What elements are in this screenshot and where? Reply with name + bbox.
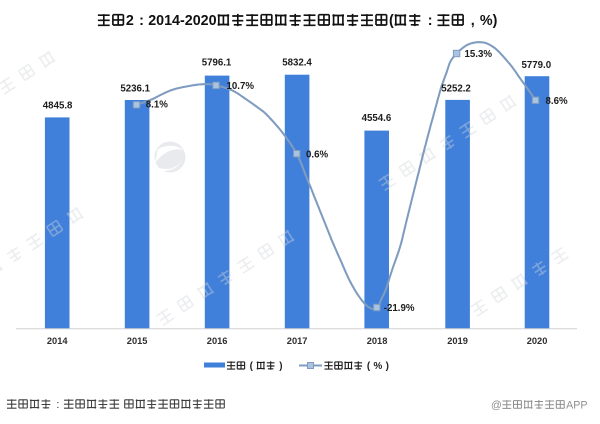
svg-text::: : [139,13,144,29]
svg-text:2014-2020: 2014-2020 [148,13,216,29]
svg-text:%: % [374,361,383,372]
svg-text:APP: APP [566,399,587,411]
svg-text:5832.4: 5832.4 [282,58,312,69]
svg-text:4554.6: 4554.6 [362,113,392,124]
svg-text:2017: 2017 [287,336,308,346]
svg-text:2: 2 [126,13,134,29]
svg-text:(: ( [389,13,394,29]
svg-text:2020: 2020 [527,336,548,346]
svg-text:5236.1: 5236.1 [120,83,150,94]
svg-text:0.6%: 0.6% [306,149,328,160]
svg-text:-21.9%: -21.9% [384,303,415,314]
svg-text:,: , [471,13,475,29]
svg-text:): ) [386,361,389,372]
svg-text:2018: 2018 [367,336,388,346]
svg-text::: : [56,399,59,411]
svg-text:2014: 2014 [47,336,69,346]
svg-text:4845.8: 4845.8 [43,100,73,111]
svg-text:8.1%: 8.1% [146,99,168,110]
svg-text:(: ( [250,361,254,372]
svg-text:2015: 2015 [127,336,148,346]
svg-text:5779.0: 5779.0 [522,60,552,71]
svg-text:5796.1: 5796.1 [202,57,232,68]
svg-text:8.6%: 8.6% [546,96,568,107]
svg-text:%): %) [480,13,498,29]
svg-text:(: ( [367,361,371,372]
svg-text:2019: 2019 [447,336,468,346]
svg-text:2016: 2016 [207,336,228,346]
svg-text:5252.2: 5252.2 [441,83,471,94]
svg-text:10.7%: 10.7% [227,81,255,92]
svg-text:@: @ [491,399,502,411]
svg-text:): ) [279,361,282,372]
svg-text:15.3%: 15.3% [465,49,493,60]
svg-text::: : [428,13,433,29]
